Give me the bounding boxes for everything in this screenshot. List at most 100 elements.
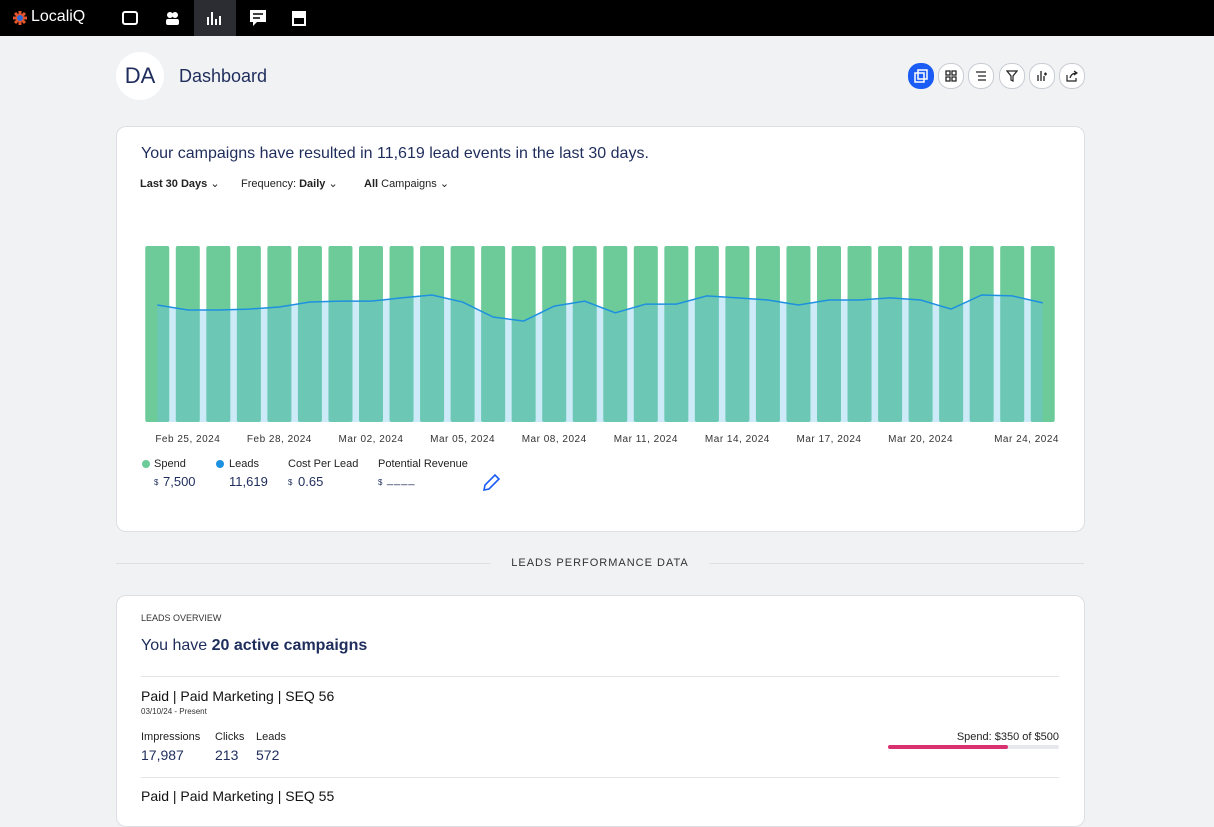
spend-label: Spend: $350 of $500 <box>956 731 1059 743</box>
filter-label: Campaigns <box>381 178 437 190</box>
brand[interactable]: LocaliQ <box>31 8 86 25</box>
bar <box>908 246 933 422</box>
bar <box>450 246 475 422</box>
bar <box>267 246 292 422</box>
bar <box>359 246 383 422</box>
nav-messages[interactable] <box>249 9 267 27</box>
x-tick-label: Mar 14, 2024 <box>705 434 770 445</box>
filter-value: Daily <box>299 178 326 190</box>
x-tick-label: Feb 28, 2024 <box>247 434 312 445</box>
bar <box>939 246 964 422</box>
toolbar-list[interactable] <box>968 63 994 89</box>
logo-icon <box>13 11 27 25</box>
bar <box>236 246 261 422</box>
bar <box>755 246 780 422</box>
metric-value: 213 <box>215 747 239 763</box>
x-tick-label: Mar 20, 2024 <box>888 434 953 445</box>
x-tick-label: Mar 05, 2024 <box>430 434 495 445</box>
bar <box>664 246 689 422</box>
budget-track <box>888 745 1059 749</box>
x-tick-label: Mar 17, 2024 <box>797 434 862 445</box>
metric-label: Clicks <box>215 731 245 743</box>
overview-headline: You have 20 active campaigns <box>141 637 367 655</box>
filter-range[interactable]: Last 30 Days ⌄ <box>140 178 220 190</box>
nav-inbox[interactable] <box>121 9 139 27</box>
stat-value: 7,500 <box>163 474 196 489</box>
filter-value: Last 30 Days <box>140 178 208 190</box>
divider-line <box>710 563 1084 564</box>
row-separator <box>141 777 1059 778</box>
bar <box>297 246 322 422</box>
nav-store[interactable] <box>290 9 308 27</box>
toolbar-share[interactable] <box>1059 63 1085 89</box>
avatar[interactable]: DA <box>116 52 164 100</box>
page-title: Dashboard <box>179 66 268 86</box>
toolbar-chart[interactable] <box>1029 63 1055 89</box>
x-tick-label: Mar 11, 2024 <box>614 434 678 445</box>
metric-value: 17,987 <box>141 747 184 763</box>
bar <box>389 246 414 422</box>
currency: $ <box>378 478 383 487</box>
toolbar-filter[interactable] <box>999 63 1025 89</box>
bar <box>542 246 567 422</box>
stat-value: 0.65 <box>298 474 324 489</box>
spend-bar <box>888 745 1008 749</box>
toolbar-grid[interactable] <box>938 63 964 89</box>
legend-label: Spend <box>154 458 186 470</box>
filter-frequency[interactable]: Frequency: Daily ⌄ <box>241 178 338 190</box>
row-separator <box>141 676 1059 677</box>
x-tick-label: Mar 24, 2024 <box>994 434 1059 445</box>
nav-active <box>194 0 236 36</box>
stat-value: 11,619 <box>229 474 268 489</box>
x-tick-label: Mar 08, 2024 <box>522 434 587 445</box>
campaign-name[interactable]: Paid | Paid Marketing | SEQ 56 <box>141 688 335 704</box>
bar <box>878 246 903 422</box>
divider-line <box>116 563 490 564</box>
x-tick-label: Feb 25, 2024 <box>155 434 220 445</box>
bar <box>572 246 597 422</box>
bar <box>633 246 658 422</box>
campaign-dates: 03/10/24 - Present <box>141 707 207 716</box>
campaign-name[interactable]: Paid | Paid Marketing | SEQ 55 <box>141 788 335 804</box>
stat-value: ____ <box>387 474 416 486</box>
bar <box>786 246 811 422</box>
bar <box>511 246 536 422</box>
filter-label: Frequency: <box>241 178 297 190</box>
bar <box>1030 246 1055 422</box>
nav-contacts[interactable] <box>163 9 181 27</box>
bar <box>328 246 353 422</box>
eyebrow: LEADS OVERVIEW <box>141 613 222 623</box>
filter-value: All <box>364 178 379 190</box>
stat-label: Cost Per Lead <box>288 458 359 470</box>
legend-dot <box>216 460 224 468</box>
bar <box>1000 246 1025 422</box>
currency: $ <box>154 478 159 487</box>
headline-bold: 20 active campaigns <box>211 637 368 654</box>
metric-value: 572 <box>256 747 280 763</box>
stat-label: Potential Revenue <box>378 458 468 470</box>
x-tick-label: Mar 02, 2024 <box>339 434 404 445</box>
toolbar-copy[interactable] <box>908 63 934 89</box>
legend-label: Leads <box>229 458 259 470</box>
leads-area <box>157 294 1043 422</box>
bar <box>175 246 200 422</box>
nav-reports[interactable] <box>205 9 223 27</box>
bar <box>817 246 841 422</box>
overview-card <box>116 595 1085 827</box>
headline-text: You have <box>141 637 208 654</box>
bar <box>420 246 445 422</box>
summary-headline: Your campaigns have resulted in 11,619 l… <box>141 145 649 162</box>
bar <box>481 246 506 422</box>
legend-dot <box>142 460 150 468</box>
leads-line <box>157 294 1043 322</box>
currency: $ <box>288 478 293 487</box>
leads-chart: Feb 25, 2024 Feb 28, 2024 Mar 02, 2024 Mar … <box>142 246 1059 468</box>
filter-campaigns[interactable]: All Campaigns ⌄ <box>364 178 450 190</box>
bar <box>969 246 994 422</box>
bar <box>206 246 231 422</box>
metric-label: Leads <box>256 731 286 743</box>
bar <box>847 246 872 422</box>
edit-icon[interactable] <box>482 472 500 492</box>
bar <box>725 246 750 422</box>
